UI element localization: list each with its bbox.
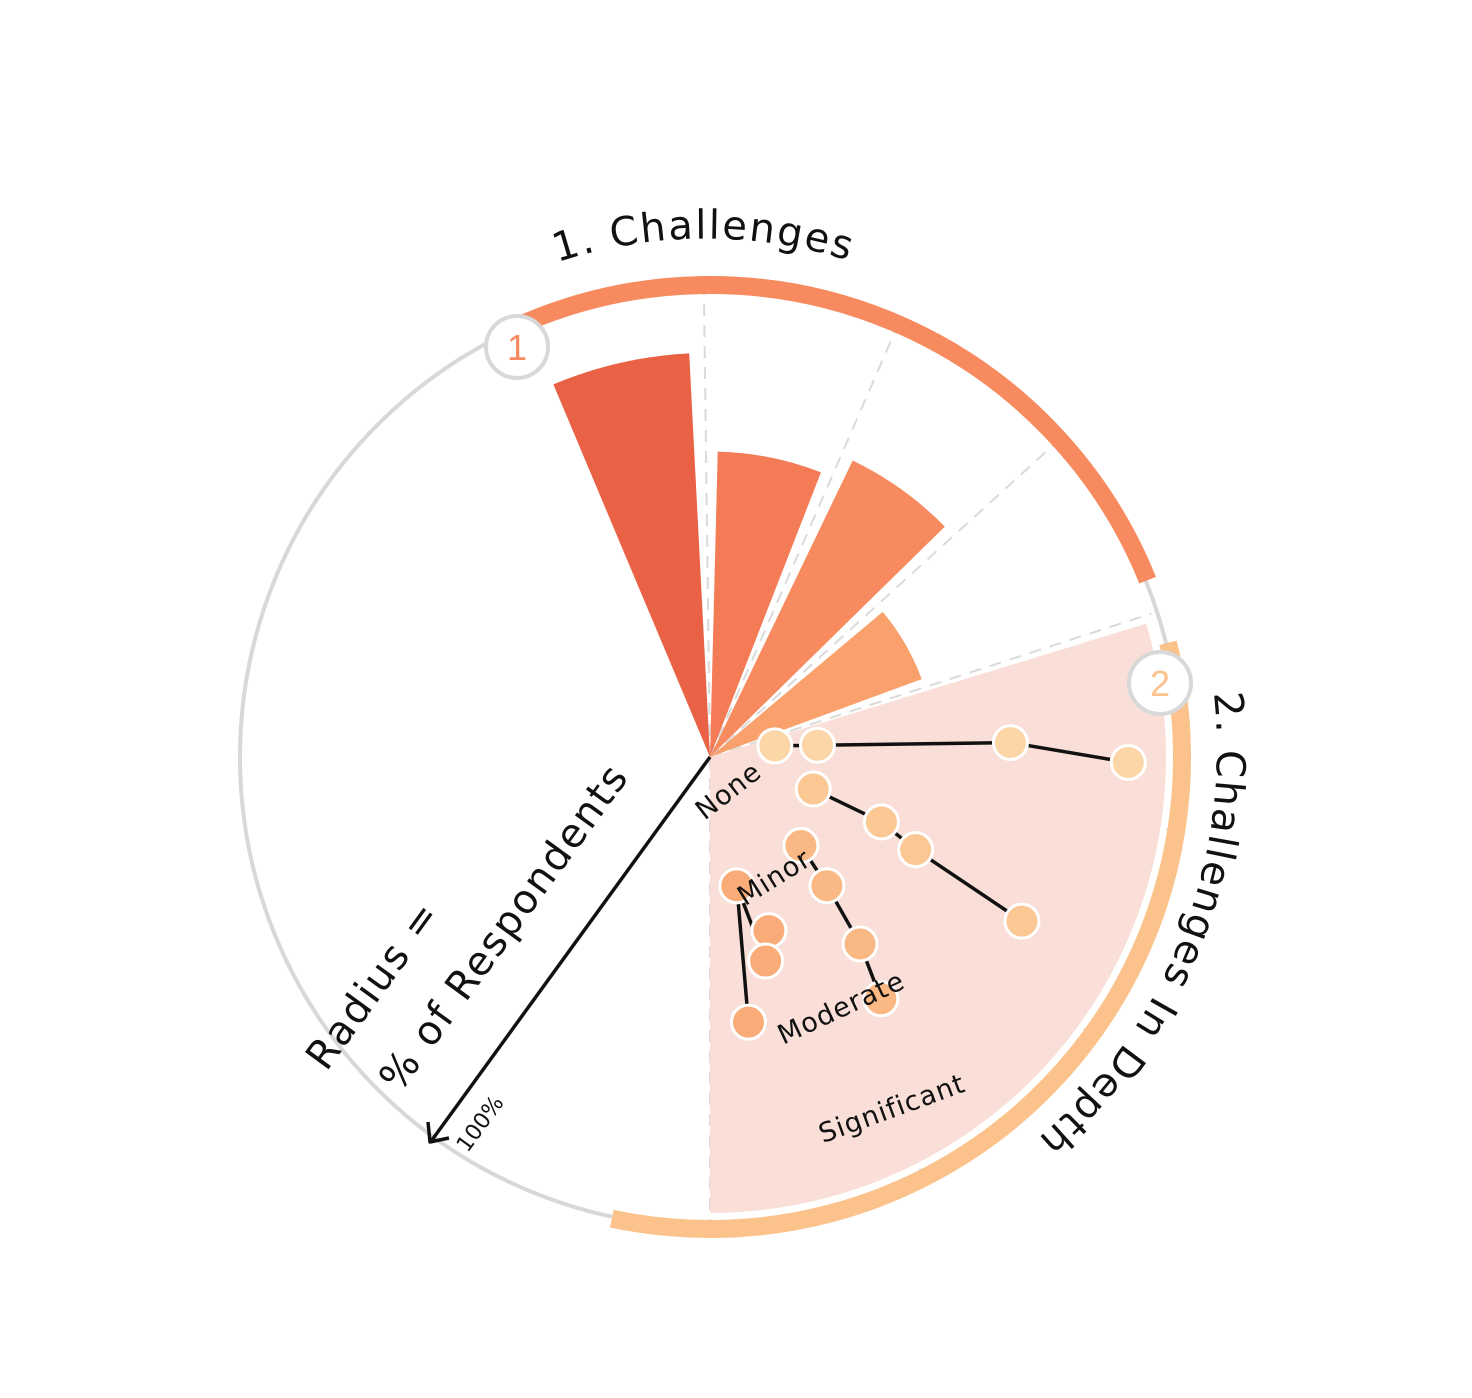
section-2-arc — [610, 640, 1191, 1238]
section-2-badge-number: 2 — [1150, 663, 1170, 704]
challenge-bar-4 — [710, 611, 922, 757]
section-1-title: 1. Challenges — [547, 202, 860, 271]
depth-background — [710, 623, 1166, 1213]
grid-line-2 — [709, 444, 1055, 758]
depth-points — [718, 724, 1147, 1041]
depth-point-4-4 — [729, 1003, 767, 1041]
section-1-badge-number: 1 — [507, 327, 527, 368]
depth-point-3-1 — [782, 827, 820, 865]
depth-point-4-3 — [718, 867, 756, 905]
depth-point-4-2 — [747, 942, 785, 980]
depth-point-4-1 — [750, 912, 788, 950]
grid-line-0 — [702, 293, 711, 758]
depth-line-1 — [774, 740, 1129, 765]
depth-point-3-3 — [841, 925, 879, 963]
section-arcs — [522, 276, 1191, 1238]
depth-lines — [735, 740, 1129, 1023]
depth-point-1-2 — [798, 726, 836, 764]
section-1-arc — [522, 276, 1156, 584]
depth-point-2-4 — [1003, 902, 1041, 940]
depth-line-3 — [799, 844, 883, 1000]
section-1-badge: 1 — [484, 314, 550, 380]
section-2-badge: 2 — [1127, 650, 1193, 716]
grid-line-1 — [709, 331, 896, 758]
radius-legend: Radius = % of Respondents 100% — [297, 755, 712, 1157]
depth-point-2-2 — [862, 803, 900, 841]
depth-background-wedge — [710, 623, 1166, 1213]
challenge-bar-2 — [710, 451, 821, 757]
depth-point-2-1 — [794, 770, 832, 808]
depth-point-1-4 — [1109, 743, 1147, 781]
depth-point-3-4 — [862, 980, 900, 1018]
radius-arrow-head — [426, 1121, 450, 1144]
challenge-bars — [553, 353, 945, 757]
depth-point-1-3 — [991, 724, 1029, 762]
radius-arrow-line — [430, 755, 712, 1142]
challenge-bar-3 — [710, 460, 945, 757]
grid-line-3 — [709, 612, 1152, 758]
depth-line-2 — [812, 787, 1023, 923]
depth-point-2-3 — [897, 831, 935, 869]
challenge-bar-1 — [553, 353, 710, 757]
depth-point-3-2 — [808, 867, 846, 905]
depth-point-1-1 — [756, 727, 794, 765]
